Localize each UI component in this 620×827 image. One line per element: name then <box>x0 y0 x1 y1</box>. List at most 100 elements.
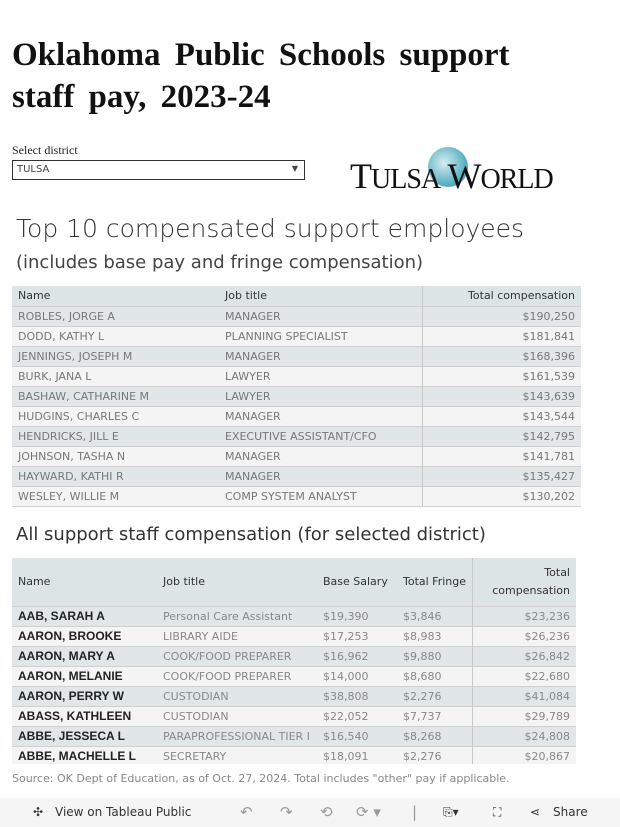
cell: JENNINGS, JOSEPH M <box>18 349 133 363</box>
col-fringe[interactable]: Total Fringe <box>403 575 467 589</box>
table-row[interactable]: WESLEY, WILLIE M COMP SYSTEM ANALYST $130,… <box>12 486 581 506</box>
col-base[interactable]: Base Salary <box>323 575 388 589</box>
cell: COOK/FOOD PREPARER <box>163 649 292 663</box>
cell: $29,789 <box>471 706 576 726</box>
table-row[interactable]: AARON, BROOKE LIBRARY AIDE $17,253 $8,983 $2… <box>12 626 576 646</box>
col-name[interactable]: Name <box>18 289 51 303</box>
table-row[interactable]: AARON, PERRY W CUSTODIAN $38,808 $2,276 $41,… <box>12 686 576 706</box>
cell: $22,052 <box>323 709 369 723</box>
all-staff-table: Name Job title Base Salary Total Fringe Tota… <box>12 558 576 764</box>
cell: $8,983 <box>403 629 442 643</box>
cell: $181,841 <box>421 326 581 346</box>
table-row[interactable]: HUDGINS, CHARLES C MANAGER $143,544 <box>12 406 581 426</box>
cell: AARON, BROOKE <box>18 629 122 643</box>
cell: $38,808 <box>323 689 369 703</box>
download-icon[interactable]: ⎘▾ <box>443 805 459 819</box>
top10-subtitle: (includes base pay and fringe compensati… <box>16 252 424 273</box>
cell: ABBE, JESSECA L <box>18 729 125 743</box>
col-total[interactable]: Total compensation <box>421 286 581 306</box>
refresh-icon[interactable]: ⟳ ▾ <box>356 803 381 821</box>
cell: PARAPROFESSIONAL TIER I <box>163 729 310 743</box>
cell: $8,680 <box>403 669 442 683</box>
table-row[interactable]: DODD, KATHY L PLANNING SPECIALIST $181,841 <box>12 326 581 346</box>
cell: $161,539 <box>421 366 581 386</box>
cell: $26,236 <box>471 626 576 646</box>
tulsa-world-logo: TULSA WORLD <box>350 145 575 196</box>
district-select[interactable]: TULSA ▼ <box>12 160 305 180</box>
cell: $190,250 <box>421 306 581 326</box>
table-row[interactable]: ABBE, JESSECA L PARAPROFESSIONAL TIER I $1… <box>12 726 576 746</box>
share-icon[interactable]: ⋖ <box>530 805 541 819</box>
cell: $16,962 <box>323 649 369 663</box>
table-row[interactable]: HENDRICKS, JILL E EXECUTIVE ASSISTANT/CFO… <box>12 426 581 446</box>
cell: ABASS, KATHLEEN <box>18 709 132 723</box>
cell: $2,276 <box>403 689 442 703</box>
fullscreen-icon[interactable]: ⛶ <box>493 805 502 819</box>
table-row[interactable]: ROBLES, JORGE A MANAGER $190,250 <box>12 306 581 326</box>
cell: HENDRICKS, JILL E <box>18 429 119 443</box>
cell: $23,236 <box>471 606 576 626</box>
cell: $16,540 <box>323 729 369 743</box>
table-row[interactable]: BURK, JANA L LAWYER $161,539 <box>12 366 581 386</box>
view-on-tableau-link[interactable]: View on Tableau Public <box>55 805 192 819</box>
cell: $143,544 <box>421 406 581 426</box>
table-row[interactable]: JOHNSON, TASHA N MANAGER $141,781 <box>12 446 581 466</box>
cell: MANAGER <box>225 309 281 323</box>
cell: $143,639 <box>421 386 581 406</box>
top10-table: Name Job title Total compensation ROBLES, … <box>12 286 581 507</box>
cell: $17,253 <box>323 629 369 643</box>
cell: $135,427 <box>421 466 581 486</box>
cell: MANAGER <box>225 449 281 463</box>
cell: EXECUTIVE ASSISTANT/CFO <box>225 429 377 443</box>
cell: AAB, SARAH A <box>18 609 105 623</box>
table-row[interactable]: JENNINGS, JOSEPH M MANAGER $168,396 <box>12 346 581 366</box>
col-total[interactable]: Total compensation <box>471 558 576 606</box>
cell: MANAGER <box>225 409 281 423</box>
cell: AARON, MARY A <box>18 649 115 663</box>
table-row[interactable]: AAB, SARAH A Personal Care Assistant $19,3… <box>12 606 576 626</box>
cell: $142,795 <box>421 426 581 446</box>
col-job[interactable]: Job title <box>163 575 205 589</box>
tableau-icon: ✣ <box>33 805 44 819</box>
table-row[interactable]: ABASS, KATHLEEN CUSTODIAN $22,052 $7,737 $29… <box>12 706 576 726</box>
cell: Personal Care Assistant <box>163 609 293 623</box>
source-note: Source: OK Dept of Education, as of Oct.… <box>12 772 510 785</box>
cell: COMP SYSTEM ANALYST <box>225 489 357 503</box>
table-row[interactable]: BASHAW, CATHARINE M LAWYER $143,639 <box>12 386 581 406</box>
cell: CUSTODIAN <box>163 689 229 703</box>
redo-icon[interactable]: ↷ <box>280 803 293 821</box>
district-label: Select district <box>12 143 78 157</box>
cell: $9,880 <box>403 649 442 663</box>
share-button[interactable]: Share <box>553 805 588 819</box>
cell: $168,396 <box>421 346 581 366</box>
cell: $22,680 <box>471 666 576 686</box>
cell: ABBE, MACHELLE L <box>18 749 136 763</box>
cell: PLANNING SPECIALIST <box>225 329 348 343</box>
table-row[interactable]: AARON, MARY A COOK/FOOD PREPARER $16,962 $9… <box>12 646 576 666</box>
tableau-toolbar: ✣ View on Tableau Public ↶ ↷ ⟲ ⟳ ▾ | ⎘▾ … <box>0 798 620 827</box>
cell: $8,268 <box>403 729 442 743</box>
cell: CUSTODIAN <box>163 709 229 723</box>
table-row[interactable]: ABBE, MACHELLE L SECRETARY $18,091 $2,276 $2… <box>12 746 576 764</box>
cell: JOHNSON, TASHA N <box>18 449 126 463</box>
cell: $18,091 <box>323 749 369 763</box>
undo-icon[interactable]: ↶ <box>240 803 253 821</box>
table-row[interactable]: HAYWARD, KATHI R MANAGER $135,427 <box>12 466 581 486</box>
page-title: Oklahoma Public Schools support staff pa… <box>12 37 510 115</box>
table-row[interactable]: AARON, MELANIE COOK/FOOD PREPARER $14,000 $… <box>12 666 576 686</box>
cell: AARON, PERRY W <box>18 689 125 703</box>
col-job[interactable]: Job title <box>225 289 267 303</box>
cell: LIBRARY AIDE <box>163 629 238 643</box>
cell: $26,842 <box>471 646 576 666</box>
cell: $14,000 <box>323 669 369 683</box>
cell: LAWYER <box>225 369 271 383</box>
cell: $7,737 <box>403 709 442 723</box>
cell: $141,781 <box>421 446 581 466</box>
cell: $24,808 <box>471 726 576 746</box>
chevron-down-icon: ▼ <box>291 164 298 173</box>
cell: LAWYER <box>225 389 271 403</box>
col-name[interactable]: Name <box>18 575 51 589</box>
revert-icon[interactable]: ⟲ <box>320 803 333 821</box>
cell: $41,084 <box>471 686 576 706</box>
cell: $19,390 <box>323 609 369 623</box>
